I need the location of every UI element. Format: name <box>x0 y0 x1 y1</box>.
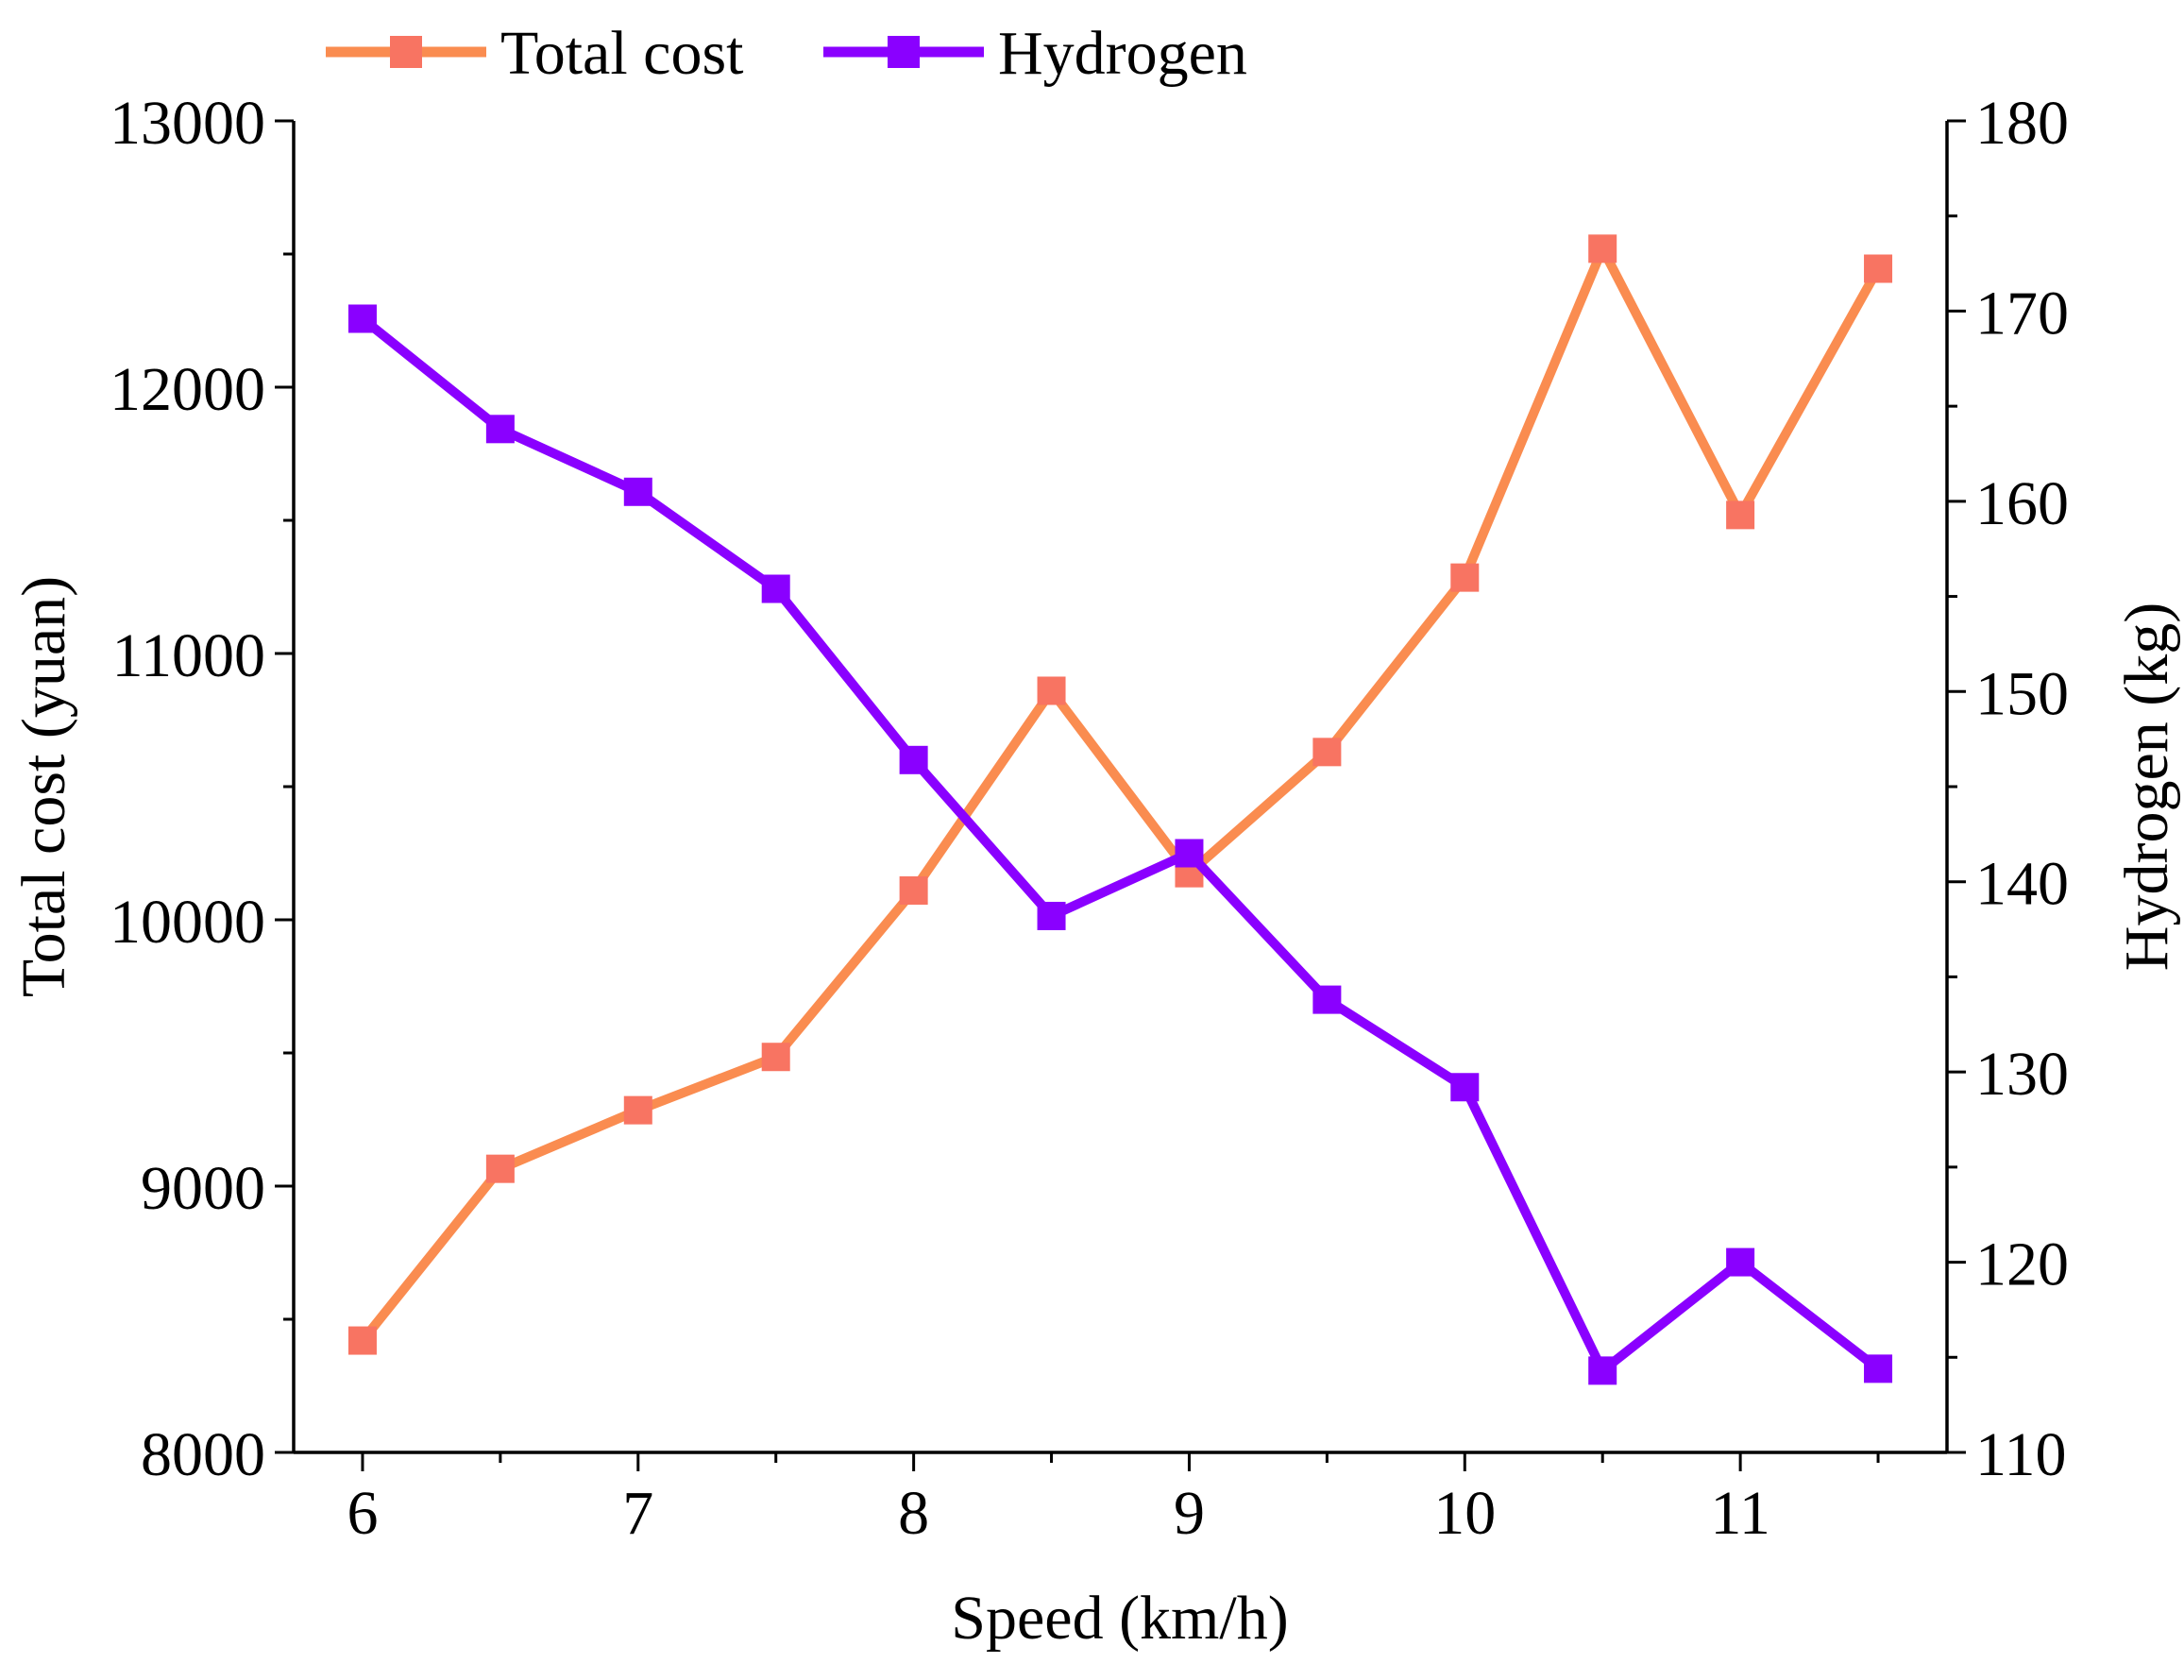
x-tick-label: 11 <box>1710 1479 1770 1548</box>
x-tick-label: 6 <box>347 1479 378 1548</box>
x-tick-label: 7 <box>622 1479 653 1548</box>
y-ticks-right: 110 120 130 140 150 160 170 180 <box>1947 89 2069 1489</box>
x-ticks: 6 7 8 9 10 11 <box>347 1452 1880 1548</box>
legend-entry-total-cost: Total cost <box>326 19 744 88</box>
y-ticks-left: 8000 9000 10000 11000 12000 13000 <box>110 89 294 1489</box>
legend-label-total-cost: Total cost <box>500 19 744 88</box>
legend-entry-hydrogen: Hydrogen <box>823 19 1247 88</box>
data-point-hydrogen <box>1037 901 1066 930</box>
y-tick-label: 11000 <box>111 621 265 690</box>
legend-label-hydrogen: Hydrogen <box>998 19 1247 88</box>
y2-tick-label: 160 <box>1975 469 2069 538</box>
data-point-hydrogen <box>761 574 790 603</box>
y2-tick-label: 130 <box>1975 1040 2069 1109</box>
data-point-hydrogen <box>485 415 515 444</box>
data-point-total-cost <box>347 1326 377 1355</box>
data-point-total-cost <box>1726 501 1755 530</box>
y2-tick-label: 110 <box>1975 1420 2067 1489</box>
data-point-total-cost <box>1312 738 1342 767</box>
data-point-hydrogen <box>1450 1073 1480 1102</box>
data-point-hydrogen <box>1864 1354 1893 1383</box>
data-point-hydrogen <box>347 304 377 333</box>
series-line-total-cost <box>359 237 1883 1344</box>
y-tick-label: 13000 <box>110 89 265 158</box>
data-point-total-cost <box>899 875 928 905</box>
y2-tick-label: 140 <box>1975 850 2069 919</box>
data-point-hydrogen <box>1588 1356 1617 1385</box>
y-tick-label: 8000 <box>141 1420 265 1489</box>
y2-tick-label: 170 <box>1975 279 2069 348</box>
plot-series <box>347 234 1893 1385</box>
data-point-total-cost <box>761 1043 790 1072</box>
y-axis-left-title: Total cost (yuan) <box>9 576 78 997</box>
x-axis-title: Speed (km/h) <box>951 1584 1288 1653</box>
data-point-hydrogen <box>1726 1247 1755 1277</box>
y2-tick-label: 180 <box>1975 89 2069 158</box>
data-point-total-cost <box>1864 254 1893 283</box>
data-point-total-cost <box>1588 234 1617 263</box>
y-tick-label: 10000 <box>110 888 265 957</box>
legend-marker-hydrogen <box>888 36 920 68</box>
legend: Total cost Hydrogen <box>326 19 1247 88</box>
data-point-total-cost <box>485 1154 515 1183</box>
x-tick-label: 9 <box>1174 1479 1205 1548</box>
y-axis-right-title: Hydrogen (kg) <box>2112 602 2181 971</box>
data-point-hydrogen <box>1175 839 1204 868</box>
data-point-hydrogen <box>1312 985 1342 1014</box>
y2-tick-label: 150 <box>1975 659 2069 728</box>
series-line-hydrogen <box>359 314 1882 1379</box>
y-tick-label: 9000 <box>141 1154 265 1223</box>
y-tick-label: 12000 <box>110 355 265 424</box>
legend-marker-total-cost <box>390 36 422 68</box>
x-tick-label: 8 <box>898 1479 929 1548</box>
y2-tick-label: 120 <box>1975 1230 2069 1299</box>
data-point-total-cost <box>1450 563 1480 592</box>
data-point-total-cost <box>1037 676 1066 705</box>
data-point-hydrogen <box>623 477 652 506</box>
x-tick-label: 10 <box>1433 1479 1496 1548</box>
data-point-hydrogen <box>899 745 928 774</box>
data-point-total-cost <box>623 1095 652 1125</box>
